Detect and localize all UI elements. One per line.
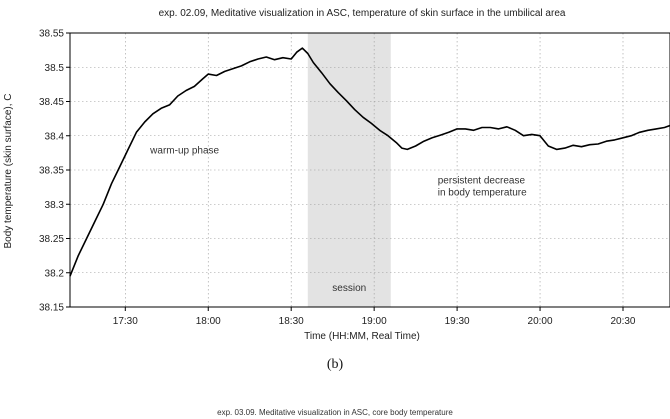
y-tick-label: 38.45 (39, 97, 64, 108)
y-tick-label: 38.4 (45, 131, 65, 142)
y-tick-label: 38.3 (45, 200, 65, 211)
x-tick-label: 20:00 (528, 316, 553, 327)
plot-area (69, 32, 670, 308)
next-chart-title: exp. 03.09. Meditative visualization in … (217, 408, 453, 417)
y-tick-label: 38.25 (39, 234, 64, 245)
x-tick-label: 19:30 (445, 316, 470, 327)
temperature-series-line (69, 47, 670, 277)
y-tick-label: 38.15 (39, 303, 64, 314)
chart-title: exp. 02.09, Meditative visualization in … (159, 8, 566, 19)
axis-ticks: 38.15 38.2 38.25 38.3 38.35 38.4 38.45 38.5 38.5… (39, 29, 636, 328)
x-tick-label: 18:00 (196, 316, 221, 327)
temperature-chart: exp. 02.09, Meditative visualization in … (3, 8, 670, 342)
annotation-label: persistent decrease (438, 176, 526, 187)
y-tick-label: 38.35 (39, 166, 64, 177)
x-tick-label: 18:30 (279, 316, 304, 327)
annotation-label: in body temperature (438, 187, 527, 198)
x-tick-label: 17:30 (113, 316, 138, 327)
y-tick-label: 38.2 (45, 268, 65, 279)
annotation-label: warm-up phase (149, 146, 219, 157)
x-tick-label: 20:30 (610, 316, 635, 327)
x-axis-label: Time (HH:MM, Real Time) (304, 331, 420, 342)
figure-caption: (b) (326, 357, 344, 372)
session-label: session (332, 283, 366, 294)
session-shaded-region (307, 33, 391, 307)
y-tick-label: 38.55 (39, 29, 64, 40)
y-axis-label: Body temperature (skin surface), C (3, 93, 14, 248)
annotations: session warm-up phase persistent decreasei… (149, 146, 527, 294)
x-tick-label: 19:00 (362, 316, 387, 327)
y-tick-label: 38.5 (45, 63, 65, 74)
